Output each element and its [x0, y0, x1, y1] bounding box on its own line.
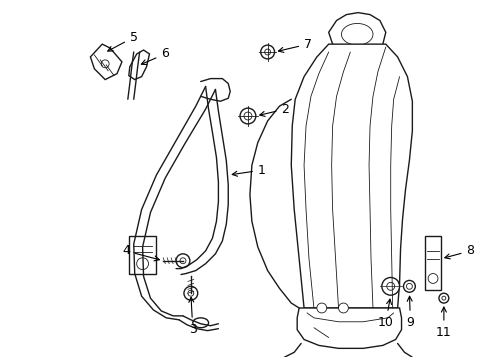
- Text: 10: 10: [377, 299, 393, 329]
- Ellipse shape: [192, 318, 208, 328]
- Circle shape: [260, 45, 274, 59]
- Text: 9: 9: [406, 296, 413, 329]
- Text: 11: 11: [435, 307, 451, 339]
- Circle shape: [264, 49, 270, 55]
- Circle shape: [406, 283, 411, 289]
- Polygon shape: [328, 13, 385, 57]
- Text: 1: 1: [232, 164, 265, 177]
- Circle shape: [386, 282, 394, 290]
- Circle shape: [244, 112, 251, 120]
- Polygon shape: [90, 44, 122, 80]
- Circle shape: [187, 290, 193, 296]
- Ellipse shape: [341, 23, 372, 45]
- Text: 7: 7: [278, 38, 311, 52]
- Text: 8: 8: [444, 244, 473, 259]
- Polygon shape: [128, 50, 149, 80]
- Polygon shape: [291, 44, 411, 308]
- Circle shape: [240, 108, 255, 124]
- Circle shape: [441, 296, 445, 300]
- Circle shape: [137, 258, 148, 270]
- Circle shape: [427, 274, 437, 283]
- Circle shape: [403, 280, 414, 292]
- Bar: [424, 236, 440, 290]
- Text: 5: 5: [107, 31, 138, 51]
- Polygon shape: [297, 308, 401, 348]
- Text: 3: 3: [188, 297, 196, 336]
- Circle shape: [381, 278, 399, 295]
- Circle shape: [316, 303, 326, 313]
- Circle shape: [438, 293, 448, 303]
- Circle shape: [180, 258, 185, 264]
- Text: 6: 6: [141, 48, 169, 64]
- Bar: [128, 236, 156, 274]
- Circle shape: [176, 254, 189, 267]
- Circle shape: [338, 303, 347, 313]
- Text: 2: 2: [259, 103, 289, 116]
- Circle shape: [183, 286, 197, 300]
- Circle shape: [101, 60, 109, 68]
- Text: 4: 4: [122, 244, 159, 261]
